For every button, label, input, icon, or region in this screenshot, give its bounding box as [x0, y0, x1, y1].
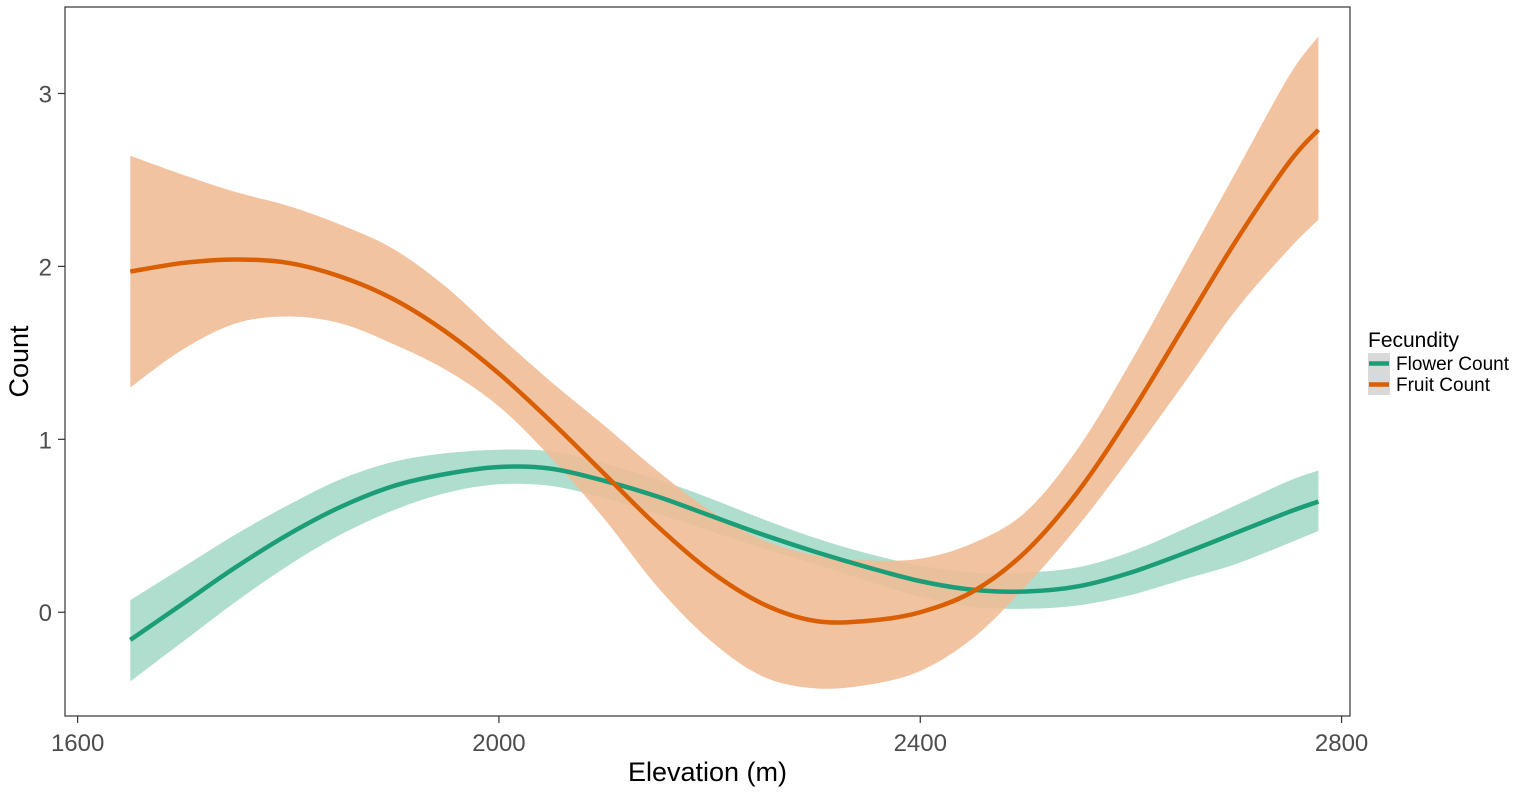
y-tick-label: 0 [39, 600, 52, 627]
y-axis-title: Count [4, 325, 34, 398]
flower-count-line [129, 464, 1320, 642]
x-tick-label: 2000 [472, 730, 525, 757]
x-tick-label: 2800 [1315, 730, 1368, 757]
legend-title: Fecundity [1368, 329, 1460, 352]
fruit-count-legend-label: Fruit Count [1396, 375, 1491, 396]
series-lines [129, 128, 1321, 642]
x-axis-ticks: 1600 2000 2400 2800 [51, 716, 1368, 757]
x-axis-title: Elevation (m) [628, 757, 787, 787]
flower-count-legend-label: Flower Count [1396, 354, 1510, 375]
x-tick-label: 2400 [894, 730, 947, 757]
fruit-count-line [129, 128, 1321, 625]
y-tick-label: 3 [39, 81, 52, 108]
fruit-count-confidence-band [130, 36, 1319, 689]
y-axis-ticks: 0 1 2 3 [39, 81, 65, 627]
y-tick-label: 1 [39, 427, 52, 454]
plot-panel-border [64, 6, 1351, 717]
x-tick-label: 1600 [51, 730, 104, 757]
confidence-bands [130, 36, 1319, 689]
y-tick-label: 2 [39, 254, 52, 281]
